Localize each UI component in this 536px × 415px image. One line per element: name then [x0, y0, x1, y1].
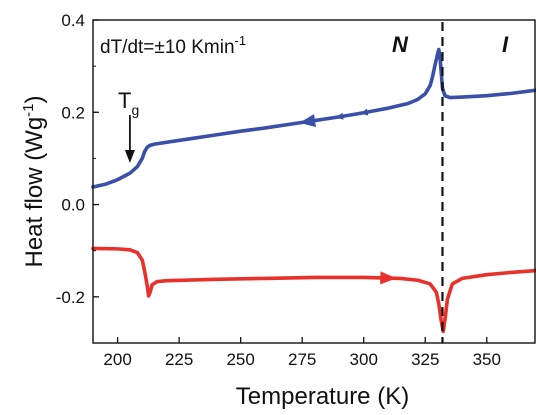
y-tick-label: 0.0 — [61, 196, 85, 215]
tg-arrow-head — [124, 150, 135, 163]
phase-label-isotropic: I — [502, 32, 509, 57]
tg-annotation-subscript: g — [131, 102, 139, 118]
axis-ticks: 200 225 250 275 300 325 350 -0.2 0.0 0.2 0.4 — [56, 11, 501, 369]
x-tick-label: 350 — [473, 350, 501, 369]
plot-frame — [92, 19, 536, 344]
direction-arrow-heating — [380, 271, 397, 285]
tg-annotation-main: T — [118, 88, 131, 113]
y-axis-title: Heat flow (Wg-1) — [20, 95, 48, 267]
y-tick-label: 0.2 — [61, 103, 85, 122]
x-tick-label: 250 — [226, 350, 254, 369]
x-tick-label: 325 — [411, 350, 439, 369]
x-tick-label: 200 — [103, 350, 131, 369]
plot-area — [91, 47, 536, 334]
y-axis-title-superscript: -1 — [20, 103, 37, 116]
y-axis-title-close: ) — [21, 95, 48, 103]
rate-annotation-superscript: -1 — [235, 33, 247, 48]
direction-arrow-cooling — [299, 114, 316, 127]
x-axis-title: Temperature (K) — [236, 383, 409, 410]
rate-annotation-main: dT/dt=±10 Kmin — [100, 37, 235, 58]
tg-arrow — [124, 115, 135, 163]
y-tick-label: 0.4 — [61, 11, 85, 30]
y-tick-label: -0.2 — [56, 288, 85, 307]
x-tick-label: 225 — [165, 350, 193, 369]
series-line-heating — [91, 246, 536, 334]
tg-annotation: Tg — [118, 88, 139, 118]
direction-arrow-cooling — [335, 112, 344, 120]
direction-arrow-cooling — [359, 108, 369, 116]
rate-annotation: dT/dt=±10 Kmin-1 — [100, 33, 246, 58]
x-tick-label: 275 — [288, 350, 316, 369]
phase-label-nematic: N — [392, 32, 409, 57]
x-tick-label: 300 — [350, 350, 378, 369]
y-axis-title-main: Heat flow (Wg — [21, 117, 48, 268]
